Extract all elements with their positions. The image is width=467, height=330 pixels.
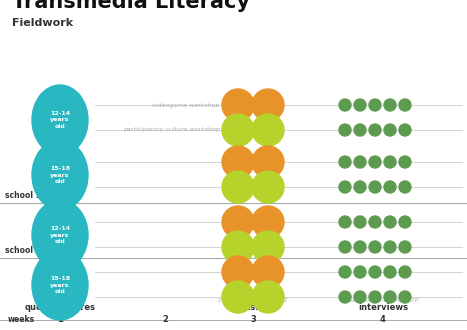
Text: weeks: weeks — [8, 315, 35, 324]
Text: Individual - max. 90' / 120': Individual - max. 90' / 120' — [346, 297, 420, 302]
Circle shape — [222, 256, 254, 288]
Text: 15-18
years
old: 15-18 years old — [50, 166, 70, 184]
Circle shape — [384, 156, 396, 168]
Circle shape — [399, 216, 411, 228]
Circle shape — [384, 99, 396, 111]
Text: 12-14
years
old: 12-14 years old — [50, 226, 70, 244]
Circle shape — [399, 124, 411, 136]
Ellipse shape — [32, 250, 88, 320]
Circle shape — [222, 231, 254, 263]
Circle shape — [369, 156, 381, 168]
Circle shape — [222, 146, 254, 178]
Circle shape — [354, 124, 366, 136]
Circle shape — [252, 206, 284, 238]
Circle shape — [222, 281, 254, 313]
Text: 4: 4 — [380, 315, 386, 324]
Circle shape — [369, 266, 381, 278]
Circle shape — [354, 99, 366, 111]
Circle shape — [369, 241, 381, 253]
Circle shape — [222, 89, 254, 121]
Text: 12-16 students / 120' x 2: 12-16 students / 120' x 2 — [219, 297, 288, 302]
Text: Transmedia Literacy: Transmedia Literacy — [12, 0, 250, 12]
Circle shape — [252, 171, 284, 203]
Circle shape — [369, 291, 381, 303]
Text: participatory culture workshop: participatory culture workshop — [123, 127, 220, 133]
Circle shape — [354, 266, 366, 278]
Circle shape — [222, 114, 254, 146]
Text: whole group: whole group — [43, 297, 77, 302]
Text: school 2: school 2 — [5, 246, 41, 255]
Circle shape — [384, 266, 396, 278]
Circle shape — [369, 124, 381, 136]
Circle shape — [252, 89, 284, 121]
Circle shape — [339, 216, 351, 228]
Circle shape — [399, 181, 411, 193]
Ellipse shape — [32, 200, 88, 270]
Circle shape — [369, 181, 381, 193]
Circle shape — [399, 266, 411, 278]
Text: workshops: workshops — [227, 303, 278, 312]
Circle shape — [384, 124, 396, 136]
Text: school 1: school 1 — [5, 191, 41, 200]
Circle shape — [252, 231, 284, 263]
Circle shape — [384, 216, 396, 228]
Circle shape — [339, 156, 351, 168]
Circle shape — [384, 241, 396, 253]
Text: 12-14
years
old: 12-14 years old — [50, 111, 70, 129]
Circle shape — [339, 124, 351, 136]
Text: videogame workshop: videogame workshop — [153, 103, 220, 108]
Circle shape — [252, 146, 284, 178]
Circle shape — [384, 291, 396, 303]
Circle shape — [399, 291, 411, 303]
Circle shape — [354, 291, 366, 303]
Text: 2: 2 — [162, 315, 168, 324]
Circle shape — [339, 181, 351, 193]
Circle shape — [354, 156, 366, 168]
Circle shape — [354, 241, 366, 253]
Circle shape — [339, 241, 351, 253]
Circle shape — [399, 156, 411, 168]
Ellipse shape — [32, 85, 88, 155]
Circle shape — [339, 99, 351, 111]
Text: 3: 3 — [250, 315, 256, 324]
Circle shape — [222, 206, 254, 238]
Circle shape — [252, 256, 284, 288]
Circle shape — [399, 99, 411, 111]
Circle shape — [369, 216, 381, 228]
Circle shape — [354, 216, 366, 228]
Circle shape — [222, 171, 254, 203]
Text: Fieldwork: Fieldwork — [12, 18, 73, 28]
Circle shape — [252, 281, 284, 313]
Circle shape — [339, 266, 351, 278]
Circle shape — [384, 181, 396, 193]
Text: 15-18
years
old: 15-18 years old — [50, 276, 70, 294]
Ellipse shape — [32, 140, 88, 210]
Text: questionnaires: questionnaires — [24, 303, 95, 312]
Circle shape — [354, 181, 366, 193]
Circle shape — [252, 114, 284, 146]
Circle shape — [339, 291, 351, 303]
Text: interviews: interviews — [358, 303, 408, 312]
Text: 1: 1 — [57, 315, 63, 324]
Circle shape — [369, 99, 381, 111]
Circle shape — [399, 241, 411, 253]
